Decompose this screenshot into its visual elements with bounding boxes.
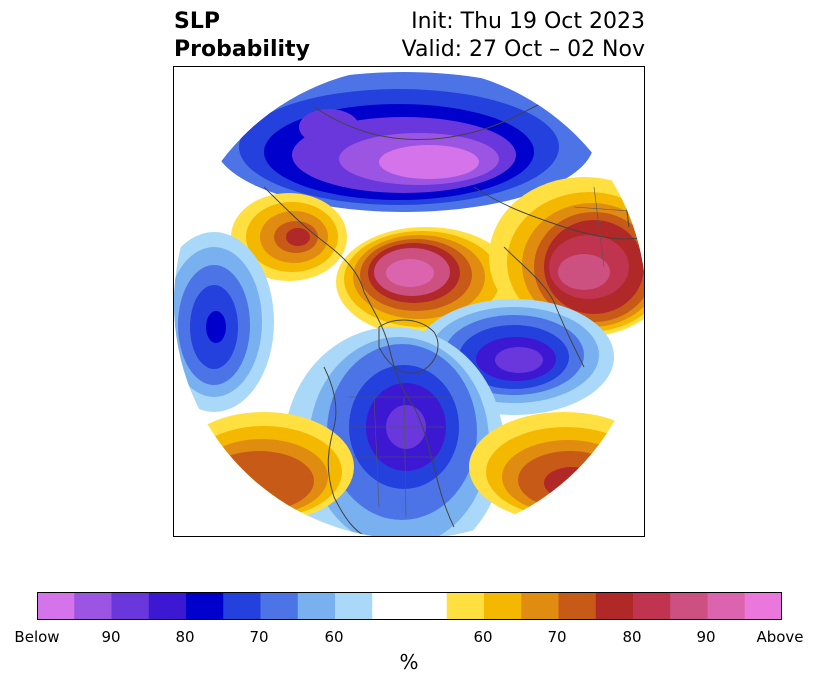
colorbar-cell-below: [111, 592, 150, 620]
colorbar-cell-below: [335, 592, 373, 620]
country-borders: [349, 186, 644, 518]
variable-title: SLP: [174, 9, 220, 34]
map-frame: [173, 66, 645, 537]
anomaly-subtropical-pacific-above: [174, 412, 354, 522]
colorbar-cell-above: [521, 592, 559, 620]
colorbar-tick-label: Above: [756, 628, 804, 646]
colorbar-tick-label: 70: [249, 628, 269, 646]
colorbar-cell-above: [633, 592, 671, 620]
title-block-right: Init: Thu 19 Oct 2023 Valid: 27 Oct – 02…: [402, 8, 645, 64]
colorbar-tick-label: 60: [324, 628, 344, 646]
colorbar-cell-below: [186, 592, 224, 620]
init-date: Init: Thu 19 Oct 2023: [411, 9, 645, 34]
anomaly-alaska-above: [231, 193, 347, 281]
colorbar-cell-below: [74, 592, 112, 620]
colorbar: [37, 592, 782, 620]
colorbar-tick-label: 80: [622, 628, 642, 646]
colorbar-cell-below: [297, 592, 336, 620]
anomaly-siberia-above: [489, 177, 644, 337]
colorbar-cell-neutral: [372, 592, 448, 620]
title-block-left: SLP Probability: [174, 8, 310, 64]
colorbar-unit: %: [399, 650, 419, 674]
colorbar-tick-label: 90: [101, 628, 121, 646]
colorbar-cell-below: [223, 592, 261, 620]
valid-range: Valid: 27 Oct – 02 Nov: [401, 37, 645, 62]
colorbar-cell-above: [744, 592, 782, 620]
anomaly-pacific-below: [174, 232, 274, 412]
colorbar-cell-above: [484, 592, 522, 620]
colorbar-tick-label: 60: [473, 628, 493, 646]
colorbar-cell-above: [558, 592, 597, 620]
probability-map: [174, 67, 644, 536]
colorbar-tick-label: 70: [547, 628, 567, 646]
colorbar-cell-below: [148, 592, 187, 620]
anomaly-arctic-below: [214, 72, 594, 212]
colorbar-cell-above: [670, 592, 708, 620]
colorbar-tick-label: 80: [175, 628, 195, 646]
colorbar-outline: [37, 592, 782, 620]
colorbar-cell-above: [446, 592, 485, 620]
colorbar-cell-below: [260, 592, 299, 620]
colorbar-tick-label: Below: [14, 628, 60, 646]
colorbar-cell-above: [595, 592, 634, 620]
colorbar-cell-below: [37, 592, 75, 620]
product-title: Probability: [174, 37, 310, 62]
colorbar-cell-above: [707, 592, 746, 620]
colorbar-tick-label: 90: [696, 628, 716, 646]
